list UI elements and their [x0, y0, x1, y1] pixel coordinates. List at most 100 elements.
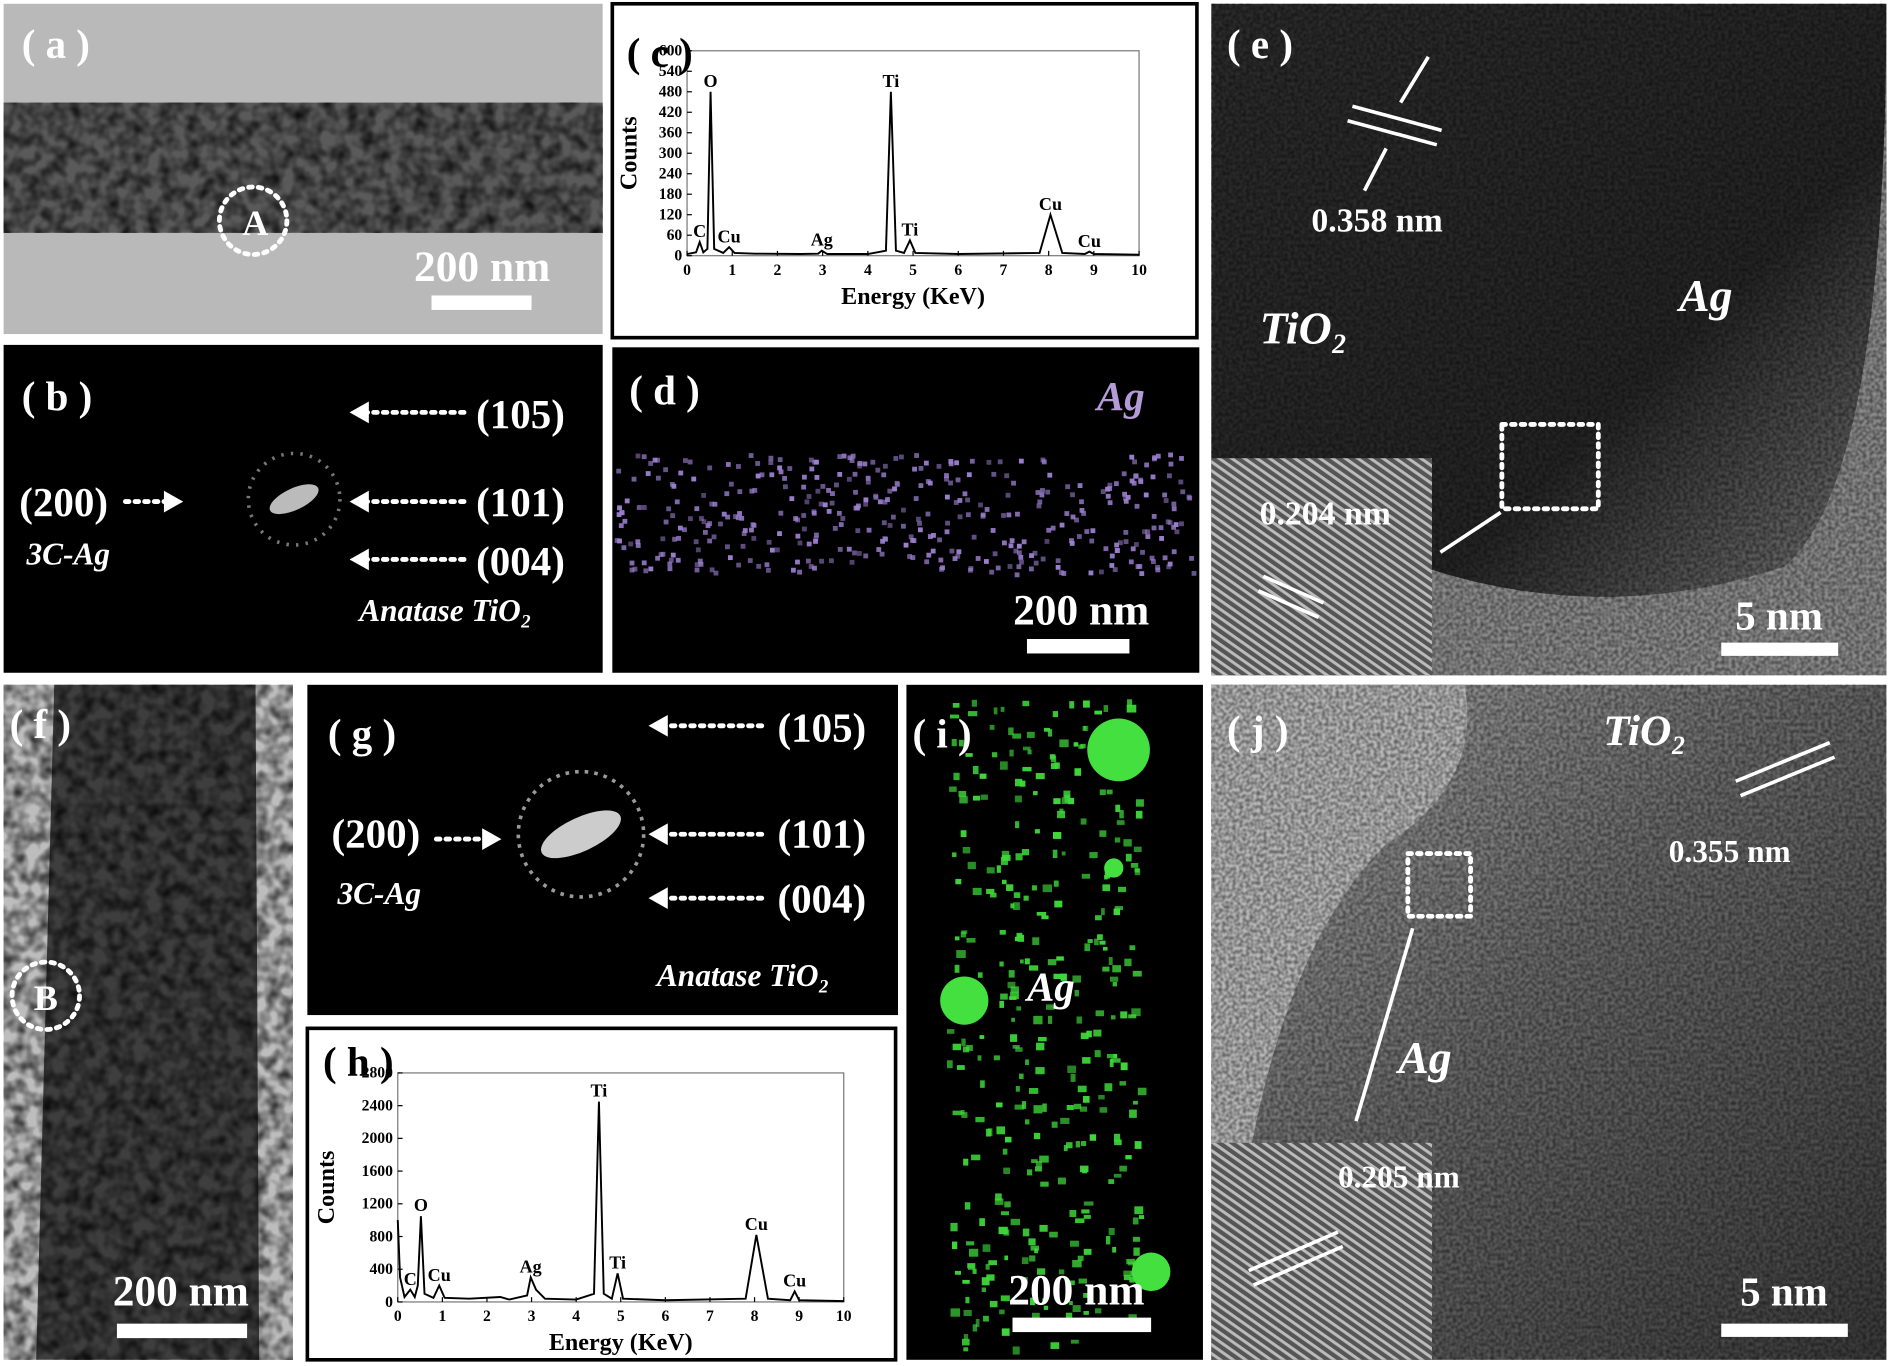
map-dot	[1035, 490, 1041, 495]
map-dot	[880, 538, 885, 544]
map-dot	[1163, 498, 1169, 503]
map-dot	[1054, 762, 1060, 769]
map-dot	[778, 469, 784, 475]
map-dot	[964, 1202, 971, 1210]
map-dot	[1145, 529, 1151, 535]
map-dot	[1001, 513, 1006, 518]
map-dot	[866, 527, 872, 533]
map-dot	[672, 536, 677, 542]
map-dot	[967, 861, 976, 870]
peak-label: O	[414, 1195, 428, 1215]
map-dot	[993, 1055, 1000, 1061]
map-dot	[1191, 570, 1197, 576]
y-tick-label: 540	[659, 63, 683, 80]
map-dot	[989, 724, 995, 730]
map-dot	[709, 567, 715, 573]
map-blob	[1131, 1252, 1171, 1292]
map-dot	[1053, 798, 1061, 805]
map-dot	[948, 480, 954, 486]
map-dot	[1006, 884, 1014, 891]
x-tick-label: 7	[706, 1308, 714, 1325]
map-dot	[1018, 554, 1024, 560]
map-dot	[691, 476, 697, 482]
map-dot	[1113, 1133, 1121, 1142]
map-dot	[1072, 1305, 1081, 1313]
map-dot	[1039, 1224, 1048, 1232]
map-dot	[1055, 564, 1061, 570]
arrowhead	[482, 828, 502, 850]
map-dot	[856, 503, 861, 509]
map-dot	[1028, 566, 1034, 572]
x-axis-label: Energy (KeV)	[841, 284, 985, 310]
map-dot	[1011, 480, 1016, 486]
map-dot	[1151, 456, 1157, 462]
phase-label: TiO₂	[1603, 707, 1686, 755]
map-dot	[616, 468, 622, 474]
map-dot	[1189, 555, 1194, 561]
map-dot	[1110, 1015, 1116, 1020]
map-dot	[636, 505, 642, 510]
map-dot	[849, 458, 855, 464]
map-dot	[879, 551, 885, 557]
map-dot	[1069, 701, 1075, 709]
map-dot	[962, 846, 971, 854]
map-dot	[1171, 506, 1177, 512]
scale-bar	[1026, 639, 1130, 654]
map-dot	[1002, 854, 1011, 861]
y-axis-label: Counts	[616, 116, 642, 190]
map-dot	[668, 557, 674, 563]
eds-spectrum: 0 1 2 3 4 5 6 7 8 9 10 0 60 120 180 240 300 360 420 480 540 6…	[610, 1, 1199, 340]
map-dot	[952, 556, 958, 562]
map-dot	[1043, 1305, 1049, 1310]
map-dot	[1012, 1045, 1020, 1049]
map-dot	[688, 516, 693, 522]
map-dot	[863, 553, 869, 559]
peak-label: Ag	[520, 1257, 542, 1277]
map-dot	[1112, 965, 1121, 973]
map-dot	[1149, 555, 1155, 561]
x-tick-label: 7	[1000, 262, 1008, 279]
map-dot	[952, 1043, 962, 1051]
map-dot	[930, 548, 936, 554]
map-dot	[980, 794, 988, 800]
map-dot	[1039, 1155, 1049, 1163]
map-dot	[1028, 1238, 1036, 1246]
map-dot	[956, 950, 966, 958]
map-dot	[1074, 768, 1082, 776]
map-dot	[1039, 492, 1045, 498]
map-dot	[1084, 529, 1090, 534]
peak-label: Cu	[1078, 231, 1101, 251]
y-tick-label: 800	[369, 1228, 393, 1245]
map-dot	[1119, 1081, 1126, 1086]
map-dot	[1114, 1139, 1122, 1146]
panel-label: ( j )	[1227, 707, 1288, 753]
map-dot	[1050, 755, 1057, 763]
map-dot	[813, 538, 818, 544]
x-tick-label: 4	[572, 1308, 580, 1325]
peak-label: Ti	[902, 220, 919, 240]
map-dot	[616, 512, 622, 518]
map-dot	[1063, 1145, 1068, 1152]
map-dot	[962, 1046, 970, 1053]
map-dot	[993, 707, 998, 715]
peak-label: Cu	[745, 1214, 768, 1234]
map-dot	[721, 511, 727, 517]
map-dot	[711, 534, 717, 540]
map-dot	[698, 561, 704, 567]
map-dot	[1000, 993, 1008, 1000]
scale-bar	[1721, 642, 1839, 656]
map-dot	[975, 1318, 980, 1327]
map-dot	[863, 501, 869, 507]
map-dot	[966, 472, 972, 478]
map-dot	[1126, 1258, 1136, 1265]
map-dot	[910, 538, 915, 543]
map-dot	[1080, 1032, 1089, 1040]
map-dot	[694, 567, 700, 573]
map-dot	[1074, 989, 1079, 997]
pointer	[1362, 147, 1388, 192]
map-dot	[1052, 832, 1062, 839]
map-dot	[795, 533, 801, 539]
region-marker	[9, 959, 82, 1032]
map-dot	[1017, 934, 1025, 942]
